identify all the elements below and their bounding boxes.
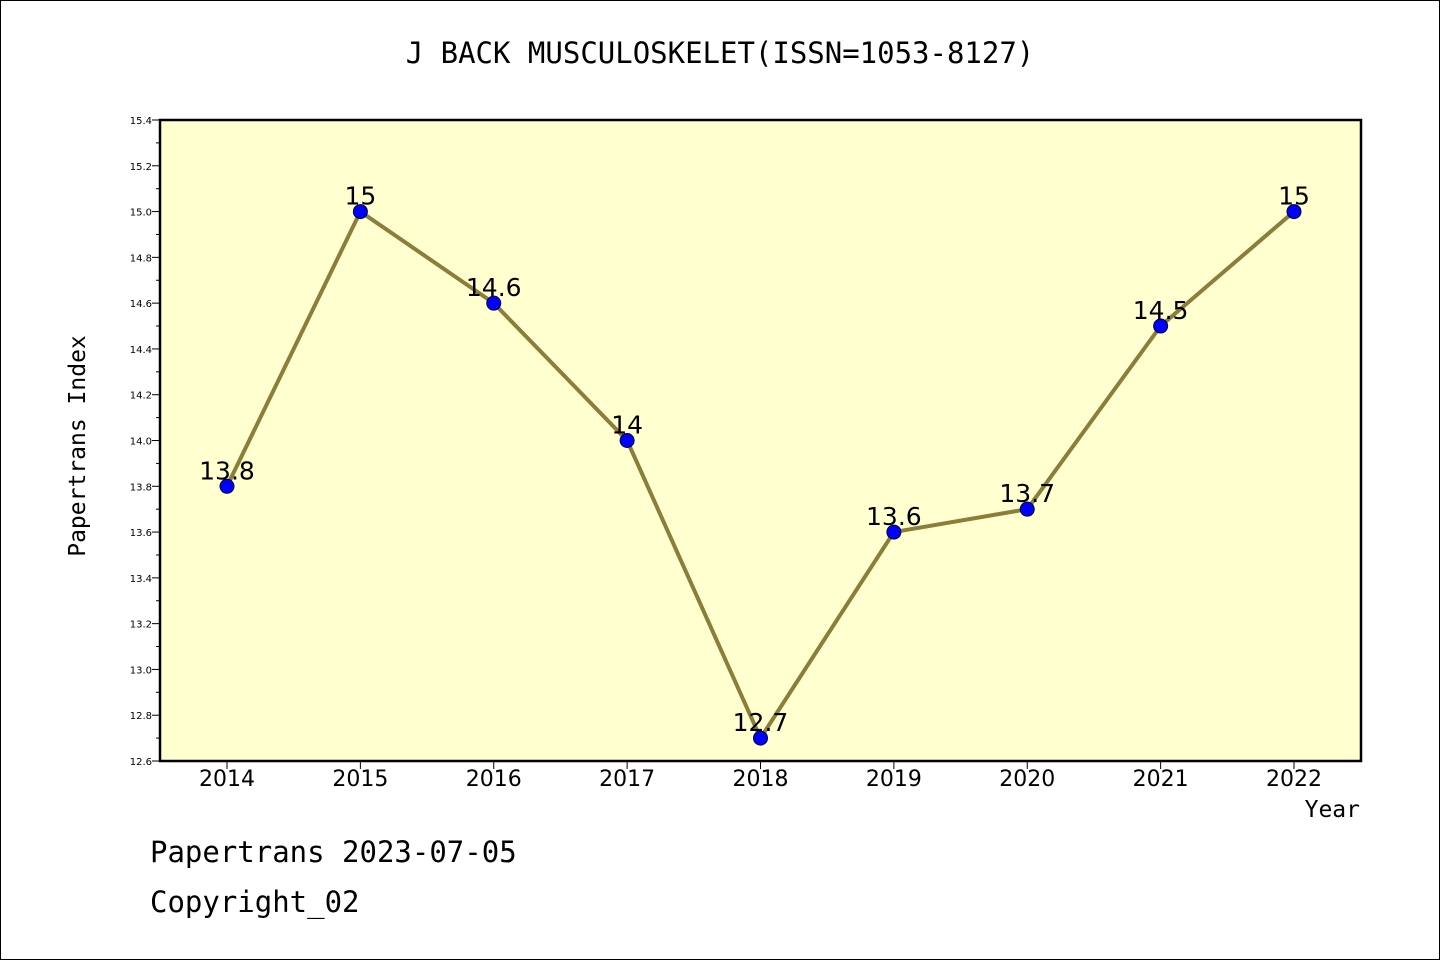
y-tick-label: 15.2	[130, 162, 152, 173]
y-tick-label: 14.4	[130, 345, 152, 356]
data-label: 13.6	[866, 502, 922, 531]
y-tick-label: 14.2	[130, 391, 152, 402]
y-tick-label: 13.4	[130, 574, 152, 585]
data-labels: 13.8 15 14.6 14 12.7 13.6 13.7 14.5 15	[199, 182, 1310, 738]
plot-area	[160, 120, 1361, 761]
y-tick-label: 14.8	[130, 253, 152, 264]
y-tick-label: 13.6	[130, 528, 152, 539]
data-point	[753, 730, 768, 746]
x-tick-label: 2016	[466, 767, 522, 792]
data-point	[1153, 318, 1169, 334]
chart-title: J BACK MUSCULOSKELET(ISSN=1053-8127)	[405, 36, 1035, 70]
data-label: 15	[344, 182, 376, 211]
data-point	[219, 478, 235, 494]
data-point	[352, 204, 368, 220]
data-point	[1286, 204, 1302, 220]
data-label: 14.6	[466, 273, 522, 302]
y-axis-ticks: 12.6 12.8 13.0 13.2 13.4 13.6 13.8 14.0 14.2 14.4…	[130, 116, 160, 768]
data-label: 15	[1278, 182, 1310, 211]
x-tick-label: 2022	[1266, 767, 1322, 792]
data-point	[619, 433, 635, 448]
x-tick-label: 2014	[199, 767, 255, 792]
x-tick-label: 2019	[866, 767, 922, 792]
data-point	[486, 295, 502, 311]
x-tick-label: 2015	[332, 767, 388, 792]
data-point	[886, 524, 902, 540]
data-label: 13.7	[999, 479, 1055, 508]
y-tick-label: 13.2	[130, 620, 152, 631]
x-tick-label: 2018	[733, 767, 789, 792]
y-tick-label: 14.6	[130, 299, 152, 310]
y-tick-label: 12.6	[130, 757, 152, 768]
x-tick-label: 2017	[599, 767, 655, 792]
data-label: 13.8	[199, 456, 255, 485]
data-label: 12.7	[733, 708, 789, 737]
y-tick-label: 12.8	[130, 711, 152, 722]
data-label: 14.5	[1133, 296, 1189, 325]
data-label: 14	[611, 411, 643, 440]
y-tick-label: 15.4	[130, 116, 152, 127]
x-axis-ticks: 2014 2015 2016 2017 2018 2019 2020 2021 2022	[199, 761, 1322, 792]
y-tick-label: 14.0	[130, 437, 152, 448]
y-tick-label: 15.0	[130, 208, 152, 219]
footer-date: Papertrans 2023-07-05	[150, 835, 517, 869]
y-tick-label: 13.8	[130, 482, 152, 493]
data-point	[1019, 501, 1035, 517]
x-axis-label: Year	[1304, 797, 1360, 823]
data-points	[219, 204, 1302, 746]
footer-copyright: Copyright_02	[150, 885, 360, 919]
x-tick-label: 2020	[999, 767, 1055, 792]
x-tick-label: 2021	[1133, 767, 1189, 792]
plot-border	[158, 118, 1363, 763]
y-tick-label: 13.0	[130, 665, 152, 676]
